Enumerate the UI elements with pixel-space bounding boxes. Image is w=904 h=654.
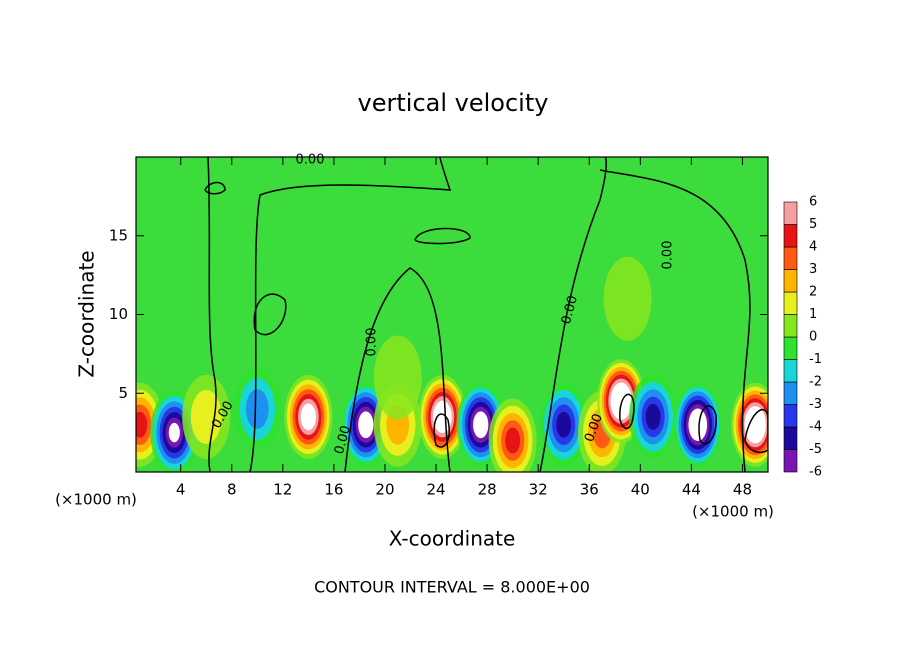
colorbar-label: 0 [809, 330, 817, 345]
colorbar-box [783, 269, 798, 293]
x-axis-label: X-coordinate [389, 527, 516, 551]
cell-ring [168, 422, 180, 443]
colorbar-box [783, 224, 798, 248]
cell-ring [475, 416, 486, 434]
y-tick-label: 5 [118, 384, 128, 402]
cell-ring [136, 411, 148, 438]
cell-ring [303, 408, 314, 426]
x-tick-label: 40 [631, 481, 650, 499]
cell-ring [360, 416, 371, 434]
x-tick-label: 48 [733, 481, 752, 499]
colorbar-box [783, 314, 798, 338]
x-tick-label: 12 [273, 481, 292, 499]
x-tick-label: 32 [529, 481, 548, 499]
contour-labels: 0.00 0.00 0.00 0.00 0.00 0.00 0.00 [209, 153, 675, 456]
colorbar-box [783, 336, 798, 360]
cell-ring [373, 335, 422, 420]
field-cell [373, 335, 422, 420]
colorbar-box [783, 449, 798, 473]
x-tick-label: 16 [324, 481, 343, 499]
colorbar-label: 2 [809, 285, 817, 300]
colorbar-label: -4 [809, 420, 822, 435]
contour-label: 0.00 [332, 424, 354, 456]
contour-label: 0.00 [559, 294, 581, 326]
x-unit-label: (×1000 m) [692, 503, 774, 521]
field-cell [182, 374, 231, 459]
field-cell [673, 382, 722, 467]
field-cell [603, 256, 652, 341]
y-tick-label: 10 [109, 305, 128, 323]
x-tick-label: 36 [580, 481, 599, 499]
cell-ring [556, 411, 572, 438]
colorbar-box [783, 291, 798, 315]
contour-label: 0.00 [661, 241, 676, 270]
cell-ring [693, 417, 703, 433]
colorbar-box [783, 426, 798, 450]
cell-ring [245, 389, 269, 429]
cell-ring [190, 389, 222, 444]
colorbar-box [783, 359, 798, 383]
contour-label: 0.00 [365, 328, 380, 357]
colorbar-label: -2 [809, 375, 822, 390]
contour-label: 0.00 [296, 153, 325, 168]
x-tick-label: 28 [478, 481, 497, 499]
x-tick-label: 24 [426, 481, 445, 499]
cell-ring [751, 417, 760, 432]
field-cell [233, 367, 282, 451]
field-cell [731, 382, 768, 467]
x-tick-label: 20 [375, 481, 394, 499]
colorbar-label: 4 [809, 240, 817, 255]
colorbar-box [783, 201, 798, 225]
colorbar-label: 3 [809, 262, 817, 277]
colorbar-box [783, 381, 798, 405]
colorbar-box [783, 246, 798, 270]
cell-ring [603, 256, 652, 341]
cell-ring [505, 427, 521, 454]
colorbar-label: -1 [809, 352, 822, 367]
x-tick-label: 8 [227, 481, 237, 499]
colorbar-label: -5 [809, 442, 822, 457]
footer-note: CONTOUR INTERVAL = 8.000E+00 [314, 578, 590, 597]
y-axis-label: Z-coordinate [75, 250, 99, 377]
x-unit-label: (×1000 m) [55, 491, 137, 509]
field-cell [488, 398, 537, 472]
colorbar-label: 1 [809, 307, 817, 322]
x-tick-label: 44 [682, 481, 701, 499]
chart-title: vertical velocity [358, 89, 549, 117]
field-cell [418, 374, 467, 459]
colorbar-label: 6 [809, 195, 817, 210]
colorbar-label: -6 [809, 465, 822, 480]
contour-lines [204, 157, 768, 472]
colorbar-label: 5 [809, 217, 817, 232]
y-tick-label: 15 [109, 226, 128, 244]
field-cell [629, 374, 678, 459]
cell-ring [645, 403, 661, 430]
x-tick-label: 4 [176, 481, 186, 499]
colorbar-box [783, 404, 798, 428]
field-cell [284, 374, 333, 459]
colorbar-label: -3 [809, 397, 822, 412]
